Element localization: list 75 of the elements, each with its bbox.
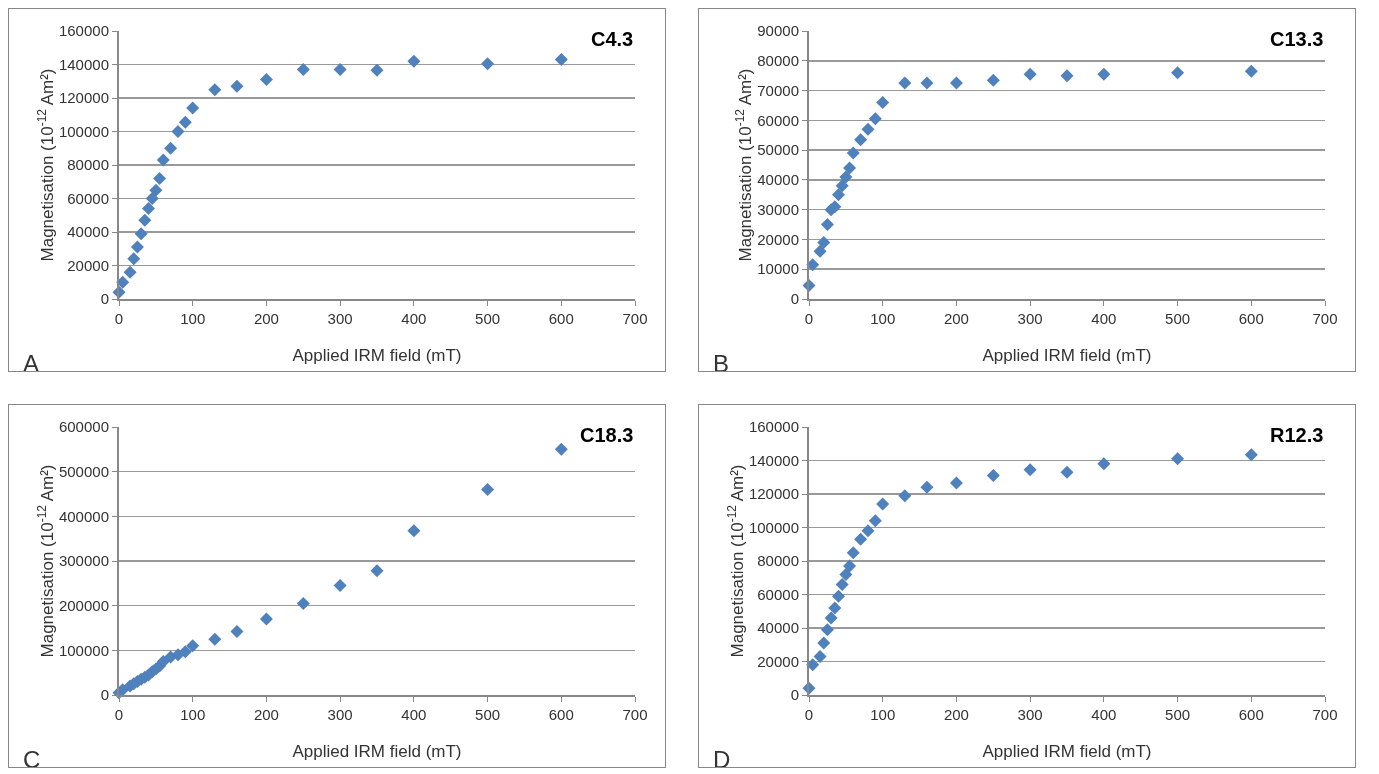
y-tick-label: 0 — [790, 686, 799, 704]
y-tick-label: 120000 — [748, 485, 799, 503]
y-tick-label: 90000 — [757, 22, 799, 40]
x-tick-label: 200 — [943, 706, 969, 723]
x-tick-label: 400 — [1091, 310, 1117, 327]
x-tick-label: 600 — [1238, 310, 1264, 327]
y-tick-label: 20000 — [757, 652, 799, 670]
y-tick-label: 70000 — [757, 81, 799, 99]
y-tick-label: 0 — [790, 290, 799, 308]
chart-title: C18.3 — [580, 424, 634, 446]
x-tick-label: 300 — [327, 706, 353, 723]
x-tick-label: 700 — [1312, 310, 1338, 327]
x-axis-title: Applied IRM field (mT) — [982, 742, 1152, 761]
chart-title: R12.3 — [1270, 424, 1324, 446]
y-tick-label: 120000 — [58, 89, 109, 107]
x-tick-label: 500 — [475, 706, 501, 723]
y-tick-label: 40000 — [757, 619, 799, 637]
y-tick-label: 100000 — [58, 641, 109, 659]
y-tick-label: 300000 — [58, 552, 109, 570]
x-tick-label: 500 — [475, 310, 501, 327]
x-tick-label: 500 — [1165, 310, 1191, 327]
y-tick-label: 160000 — [748, 418, 799, 436]
y-tick-label: 40000 — [67, 223, 109, 241]
x-tick-label: 200 — [253, 706, 279, 723]
x-tick-label: 100 — [870, 706, 896, 723]
y-tick-label: 60000 — [67, 189, 109, 207]
y-tick-label: 10000 — [757, 260, 799, 278]
x-tick-label: 200 — [943, 310, 969, 327]
x-tick-label: 300 — [1017, 706, 1043, 723]
y-tick-label: 80000 — [757, 552, 799, 570]
x-tick-label: 400 — [401, 310, 427, 327]
y-tick-label: 50000 — [757, 141, 799, 159]
y-tick-label: 0 — [100, 686, 109, 704]
x-tick-label: 0 — [114, 706, 124, 723]
y-tick-label: 0 — [100, 290, 109, 308]
x-tick-label: 700 — [1312, 706, 1338, 723]
y-tick-label: 80000 — [67, 156, 109, 174]
x-tick-label: 0 — [114, 310, 124, 327]
x-tick-label: 200 — [253, 310, 279, 327]
y-tick-label: 80000 — [757, 52, 799, 70]
y-tick-label: 60000 — [757, 585, 799, 603]
x-tick-label: 600 — [548, 706, 574, 723]
x-tick-label: 0 — [804, 706, 814, 723]
chart-title: C4.3 — [591, 28, 634, 50]
x-tick-label: 300 — [1017, 310, 1043, 327]
x-tick-label: 700 — [622, 706, 648, 723]
y-tick-label: 400000 — [58, 507, 109, 525]
y-tick-label: 40000 — [757, 171, 799, 189]
x-tick-label: 400 — [1091, 706, 1117, 723]
y-tick-label: 100000 — [748, 518, 799, 536]
x-axis-title: Applied IRM field (mT) — [292, 742, 462, 761]
x-tick-label: 400 — [401, 706, 427, 723]
y-tick-label: 60000 — [757, 111, 799, 129]
y-tick-label: 200000 — [58, 596, 109, 614]
y-tick-label: 160000 — [58, 22, 109, 40]
x-tick-label: 700 — [622, 310, 648, 327]
x-tick-label: 100 — [870, 310, 896, 327]
y-tick-label: 30000 — [757, 200, 799, 218]
y-tick-label: 140000 — [748, 451, 799, 469]
y-tick-label: 600000 — [58, 418, 109, 436]
x-tick-label: 0 — [804, 310, 814, 327]
x-tick-label: 500 — [1165, 706, 1191, 723]
x-tick-label: 600 — [1238, 706, 1264, 723]
x-tick-label: 100 — [180, 706, 206, 723]
x-tick-label: 600 — [548, 310, 574, 327]
x-tick-label: 300 — [327, 310, 353, 327]
y-tick-label: 140000 — [58, 55, 109, 73]
chart-title: C13.3 — [1270, 28, 1324, 50]
x-axis-title: Applied IRM field (mT) — [982, 346, 1152, 365]
x-tick-label: 100 — [180, 310, 206, 327]
x-axis-title: Applied IRM field (mT) — [292, 346, 462, 365]
y-tick-label: 500000 — [58, 462, 109, 480]
y-tick-label: 100000 — [58, 122, 109, 140]
y-tick-label: 20000 — [757, 230, 799, 248]
y-tick-label: 20000 — [67, 256, 109, 274]
